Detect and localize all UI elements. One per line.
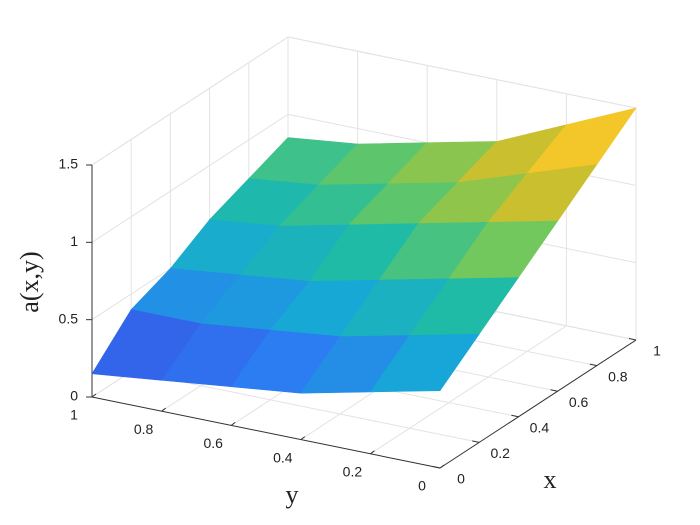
x-tick [432, 466, 441, 469]
y-tick-label: 0.6 [203, 435, 223, 451]
x-tick [472, 440, 480, 443]
z-axis-label: a(x,y) [15, 251, 44, 312]
x-tick [550, 389, 558, 392]
grid-line [370, 325, 567, 455]
grid-line [131, 370, 480, 443]
z-tick-label: 1 [70, 233, 78, 249]
x-axis [439, 339, 637, 469]
z-tick-label: 1.5 [59, 156, 79, 172]
y-tick-label: 0 [418, 478, 426, 494]
z-tick-label: 0.5 [59, 310, 79, 326]
grid-line [91, 36, 289, 166]
y-tick [370, 450, 375, 455]
surface-patch [369, 333, 480, 393]
y-tick [439, 464, 445, 469]
y-tick [91, 393, 97, 398]
x-tick [589, 363, 597, 367]
surface-layer [91, 107, 637, 394]
x-tick-label: 0.8 [608, 368, 628, 384]
x-tick-label: 1 [653, 343, 661, 359]
y-tick-label: 1 [70, 407, 78, 423]
y-tick [300, 436, 306, 441]
z-tick-label: 0 [70, 388, 78, 404]
y-tick-label: 0.8 [134, 421, 154, 437]
y-tick-label: 0.2 [343, 464, 363, 480]
x-tick-label: 0 [457, 471, 465, 487]
x-tick-label: 0.6 [569, 394, 589, 410]
grid-line [91, 113, 289, 243]
grid-line [287, 36, 637, 109]
x-tick [628, 338, 637, 341]
x-tick-label: 0.2 [490, 445, 510, 461]
y-tick [161, 407, 166, 412]
x-tick [511, 414, 519, 418]
y-axis [91, 396, 441, 469]
y-tick [230, 421, 236, 426]
y-axis-label: y [286, 480, 299, 509]
y-tick-label: 0.4 [273, 449, 293, 465]
x-axis-label: x [544, 465, 557, 494]
x-tick-label: 0.4 [530, 420, 550, 436]
